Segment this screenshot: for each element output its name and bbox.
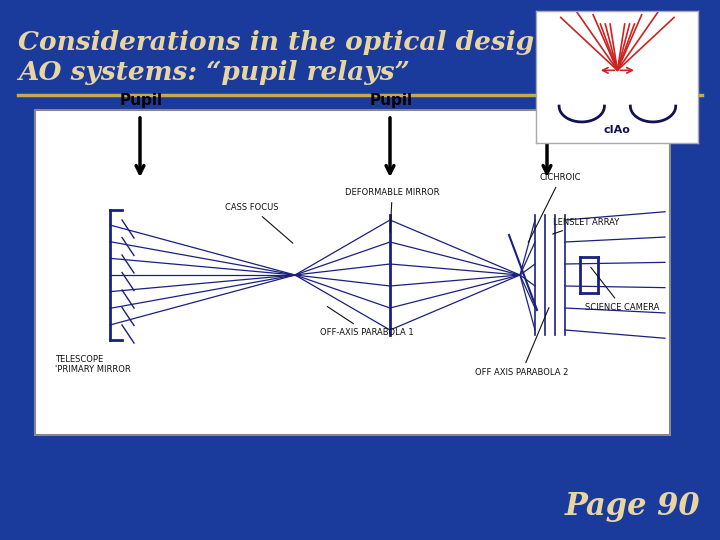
Text: OFF-AXIS PARABOLA 1: OFF-AXIS PARABOLA 1 (320, 307, 413, 337)
Text: Pupil: Pupil (120, 93, 163, 108)
Text: Considerations in the optical design of: Considerations in the optical design of (18, 30, 592, 55)
Text: LENSLET ARRAY: LENSLET ARRAY (553, 218, 619, 234)
Bar (35, 110, 670, 435)
Text: SCIENCE CAMERA: SCIENCE CAMERA (585, 267, 660, 312)
Text: OFF AXIS PARABOLA 2: OFF AXIS PARABOLA 2 (475, 308, 568, 377)
Text: DEFORMABLE MIRROR: DEFORMABLE MIRROR (345, 188, 439, 232)
Text: CASS FOCUS: CASS FOCUS (225, 203, 293, 243)
Text: AO systems: “pupil relays”: AO systems: “pupil relays” (18, 60, 410, 85)
Text: cIAo: cIAo (604, 125, 631, 135)
Text: Page 90: Page 90 (564, 491, 700, 522)
Text: CICHROIC: CICHROIC (528, 173, 582, 242)
Text: Pupil: Pupil (537, 93, 580, 108)
Text: Pupil: Pupil (370, 93, 413, 108)
Text: TELESCOPE
'PRIMARY MIRROR: TELESCOPE 'PRIMARY MIRROR (55, 355, 131, 374)
